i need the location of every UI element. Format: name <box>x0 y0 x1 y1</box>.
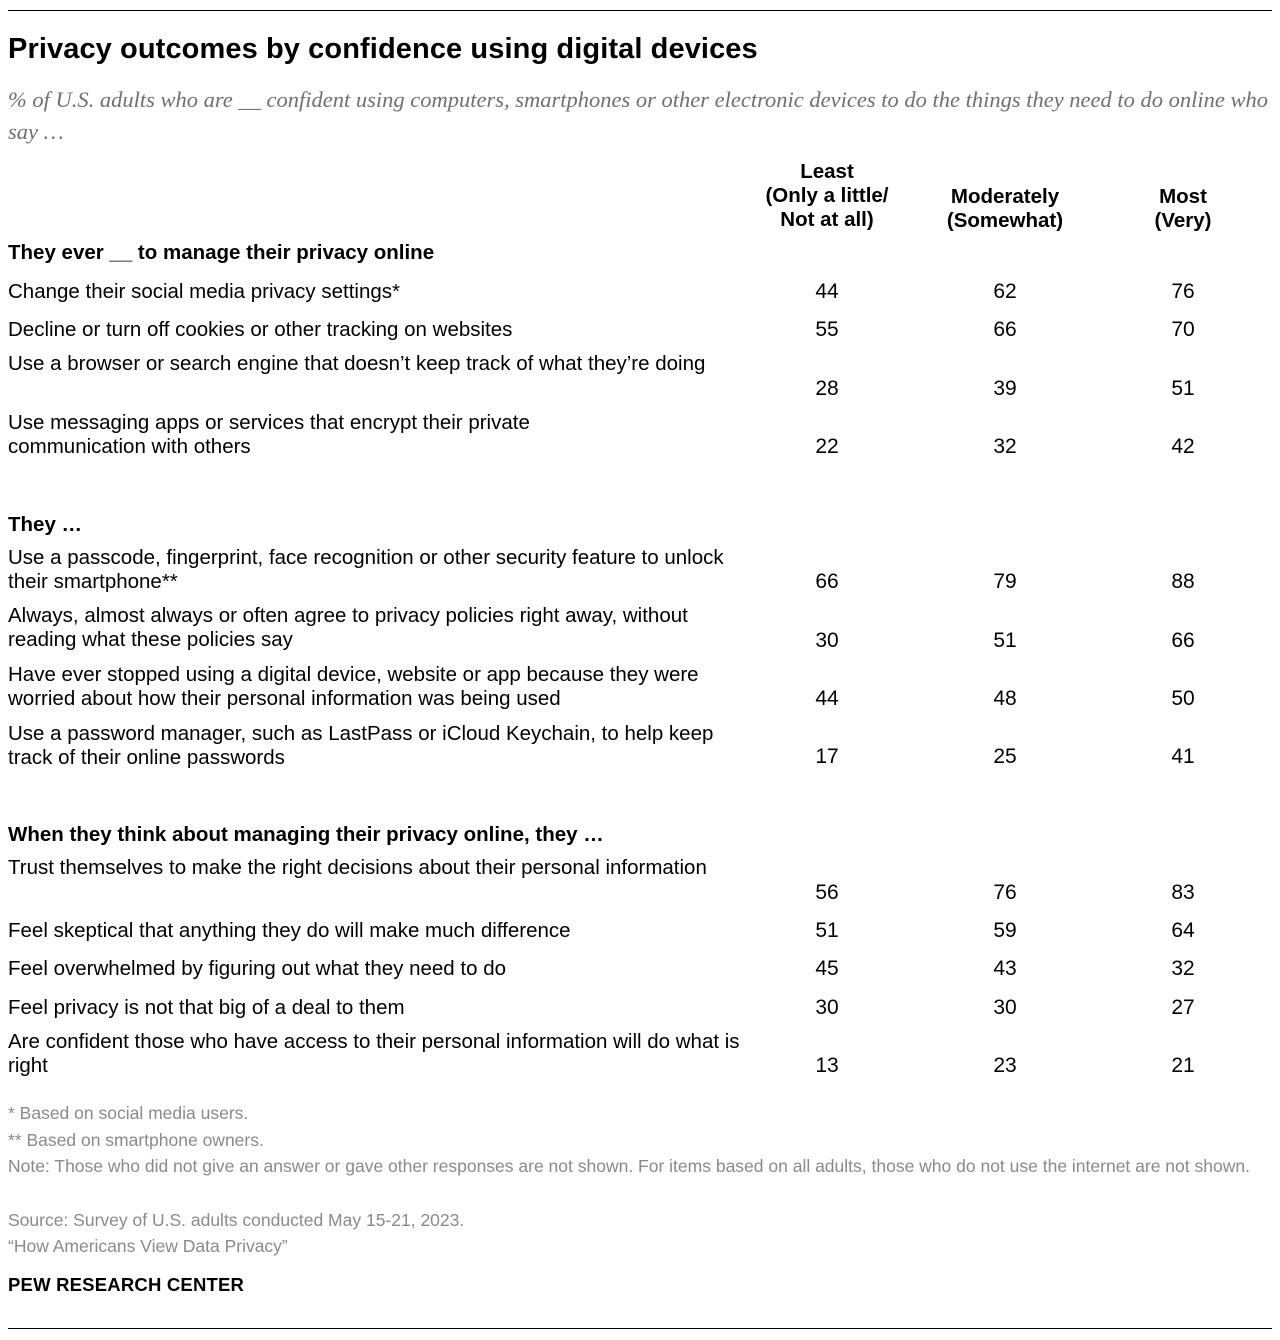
row-label: Feel skeptical that anything they do wil… <box>8 919 571 942</box>
row-label: Feel overwhelmed by figuring out what th… <box>8 957 506 980</box>
cell-value: 83 <box>1171 881 1195 904</box>
row-label: Always, almost always or often agree to … <box>8 604 688 651</box>
cell-value: 42 <box>1171 435 1195 458</box>
section-heading: They ever __ to manage their privacy onl… <box>8 241 435 264</box>
cell-value: 27 <box>1171 996 1195 1019</box>
cell-value: 62 <box>993 280 1017 303</box>
cell-value: 30 <box>993 996 1017 1019</box>
cell-value: 88 <box>1171 570 1195 593</box>
chart-title: Privacy outcomes by confidence using dig… <box>8 33 758 65</box>
cell-value: 39 <box>993 377 1017 400</box>
cell-value: 76 <box>993 881 1017 904</box>
cell-value: 51 <box>993 629 1017 652</box>
row-label: Use messaging apps or services that encr… <box>8 411 530 458</box>
cell-value: 51 <box>1171 377 1195 400</box>
cell-value: 55 <box>815 318 839 341</box>
cell-value: 51 <box>815 919 839 942</box>
column-header-moderately: Moderately (Somewhat) <box>915 185 1095 233</box>
cell-value: 41 <box>1171 745 1195 768</box>
row-label: Change their social media privacy settin… <box>8 280 400 303</box>
column-header-line: Moderately <box>950 185 1060 208</box>
footnote-smartphone: ** Based on smartphone owners. <box>8 1130 264 1150</box>
brand-logo-text: PEW RESEARCH CENTER <box>8 1274 245 1295</box>
cell-value: 66 <box>815 570 839 593</box>
cell-value: 22 <box>815 435 839 458</box>
cell-value: 43 <box>993 957 1017 980</box>
chart-subtitle: % of U.S. adults who are __ confident us… <box>8 87 1269 144</box>
cell-value: 48 <box>993 687 1017 710</box>
cell-value: 70 <box>1171 318 1195 341</box>
column-header-most: Most (Very) <box>1093 185 1273 233</box>
cell-value: 13 <box>815 1054 839 1077</box>
column-header-line: Not at all) <box>780 208 874 231</box>
cell-value: 23 <box>993 1054 1017 1077</box>
cell-value: 66 <box>1171 629 1195 652</box>
cell-value: 25 <box>993 745 1017 768</box>
cell-value: 32 <box>993 435 1017 458</box>
cell-value: 44 <box>815 687 839 710</box>
cell-value: 21 <box>1171 1054 1195 1077</box>
column-header-line: (Only a little/ <box>765 184 889 207</box>
column-header-line: Most <box>1159 185 1207 208</box>
note-text: Note: Those who did not give an answer o… <box>8 1156 1250 1176</box>
row-label: Use a password manager, such as LastPass… <box>8 722 714 769</box>
cell-value: 56 <box>815 881 839 904</box>
section-heading: They … <box>8 513 83 536</box>
column-header-line: Least <box>800 160 854 183</box>
report-title: “How Americans View Data Privacy” <box>8 1236 288 1256</box>
row-label: Are confident those who have access to t… <box>8 1030 740 1077</box>
cell-value: 17 <box>815 745 839 768</box>
footnote-social-media: * Based on social media users. <box>8 1103 249 1123</box>
cell-value: 50 <box>1171 687 1195 710</box>
cell-value: 32 <box>1171 957 1195 980</box>
cell-value: 76 <box>1171 280 1195 303</box>
cell-value: 45 <box>815 957 839 980</box>
row-label: Use a passcode, fingerprint, face recogn… <box>8 546 724 593</box>
cell-value: 59 <box>993 919 1017 942</box>
top-rule <box>8 10 1272 11</box>
row-label: Use a browser or search engine that does… <box>8 352 706 375</box>
row-label: Feel privacy is not that big of a deal t… <box>8 996 405 1019</box>
cell-value: 66 <box>993 318 1017 341</box>
cell-value: 28 <box>815 377 839 400</box>
source-text: Source: Survey of U.S. adults conducted … <box>8 1210 465 1230</box>
bottom-rule <box>8 1328 1272 1329</box>
row-label: Trust themselves to make the right decis… <box>8 856 707 879</box>
cell-value: 44 <box>815 280 839 303</box>
column-header-line: (Somewhat) <box>946 209 1064 232</box>
section-heading: When they think about managing their pri… <box>8 823 604 846</box>
column-header-line: (Very) <box>1154 209 1212 232</box>
cell-value: 30 <box>815 629 839 652</box>
row-label: Decline or turn off cookies or other tra… <box>8 318 513 341</box>
cell-value: 30 <box>815 996 839 1019</box>
cell-value: 64 <box>1171 919 1195 942</box>
column-header-least: Least (Only a little/ Not at all) <box>737 160 917 232</box>
row-label: Have ever stopped using a digital device… <box>8 663 699 710</box>
cell-value: 79 <box>993 570 1017 593</box>
